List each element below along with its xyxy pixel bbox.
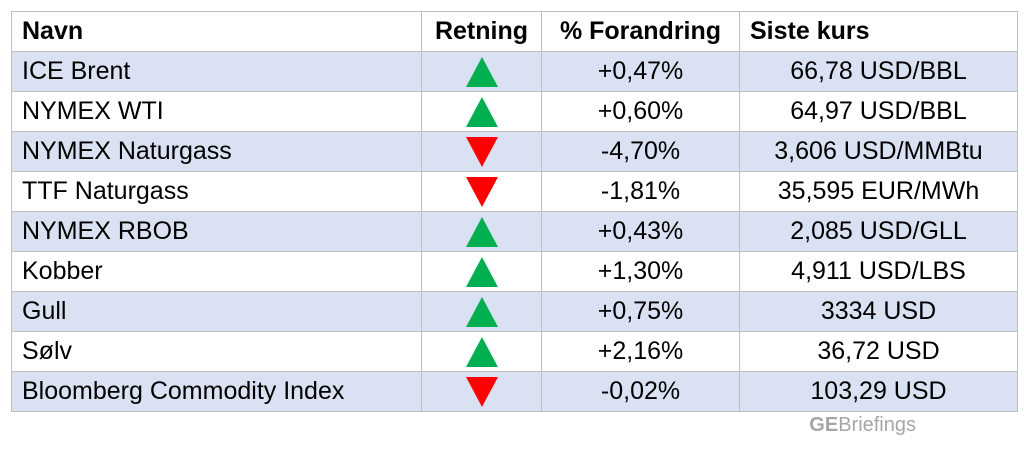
- arrow-up-icon: [465, 256, 498, 287]
- direction-cell: [421, 331, 542, 372]
- last-price: 66,78 USD/BBL: [739, 51, 1018, 92]
- percent-change: +0,43%: [541, 211, 740, 252]
- commodity-name: Kobber: [11, 251, 422, 292]
- commodity-name: Bloomberg Commodity Index: [11, 371, 422, 412]
- commodity-table: Navn Retning % Forandring Siste kurs ICE…: [11, 11, 1018, 412]
- header-change: % Forandring: [541, 11, 740, 52]
- header-last-price: Siste kurs: [739, 11, 1018, 52]
- last-price: 103,29 USD: [739, 371, 1018, 412]
- table-row: Bloomberg Commodity Index -0,02% 103,29 US…: [11, 371, 1018, 412]
- direction-cell: [421, 51, 542, 92]
- commodity-name: Gull: [11, 291, 422, 332]
- commodity-name: NYMEX RBOB: [11, 211, 422, 252]
- commodity-name: NYMEX WTI: [11, 91, 422, 132]
- last-price: 3334 USD: [739, 291, 1018, 332]
- table-header-row: Navn Retning % Forandring Siste kurs: [11, 11, 1018, 52]
- arrow-down-icon: [465, 136, 498, 167]
- direction-cell: [421, 131, 542, 172]
- arrow-up-icon: [465, 96, 498, 127]
- last-price: 35,595 EUR/MWh: [739, 171, 1018, 212]
- last-price: 3,606 USD/MMBtu: [739, 131, 1018, 172]
- direction-cell: [421, 91, 542, 132]
- last-price: 64,97 USD/BBL: [739, 91, 1018, 132]
- table-row: Gull +0,75% 3334 USD: [11, 291, 1018, 332]
- direction-cell: [421, 291, 542, 332]
- arrow-down-icon: [465, 176, 498, 207]
- percent-change: -1,81%: [541, 171, 740, 212]
- arrow-up-icon: [465, 216, 498, 247]
- table-row: TTF Naturgass -1,81% 35,595 EUR/MWh: [11, 171, 1018, 212]
- table-row: ICE Brent +0,47% 66,78 USD/BBL: [11, 51, 1018, 92]
- header-name: Navn: [11, 11, 422, 52]
- percent-change: +2,16%: [541, 331, 740, 372]
- commodity-name: ICE Brent: [11, 51, 422, 92]
- percent-change: +0,60%: [541, 91, 740, 132]
- arrow-down-icon: [465, 376, 498, 407]
- percent-change: +0,75%: [541, 291, 740, 332]
- table-row: Sølv +2,16% 36,72 USD: [11, 331, 1018, 372]
- direction-cell: [421, 251, 542, 292]
- commodity-name: Sølv: [11, 331, 422, 372]
- arrow-up-icon: [465, 56, 498, 87]
- percent-change: +1,30%: [541, 251, 740, 292]
- last-price: 36,72 USD: [739, 331, 1018, 372]
- direction-cell: [421, 371, 542, 412]
- commodity-name: NYMEX Naturgass: [11, 131, 422, 172]
- direction-cell: [421, 211, 542, 252]
- arrow-up-icon: [465, 296, 498, 327]
- last-price: 2,085 USD/GLL: [739, 211, 1018, 252]
- table-row: NYMEX Naturgass -4,70% 3,606 USD/MMBtu: [11, 131, 1018, 172]
- table-row: NYMEX WTI +0,60% 64,97 USD/BBL: [11, 91, 1018, 132]
- percent-change: +0,47%: [541, 51, 740, 92]
- direction-cell: [421, 171, 542, 212]
- table-row: Kobber +1,30% 4,911 USD/LBS: [11, 251, 1018, 292]
- header-direction: Retning: [421, 11, 542, 52]
- percent-change: -4,70%: [541, 131, 740, 172]
- last-price: 4,911 USD/LBS: [739, 251, 1018, 292]
- brand-logo: GEBriefings: [809, 414, 916, 436]
- percent-change: -0,02%: [541, 371, 740, 412]
- table-row: NYMEX RBOB +0,43% 2,085 USD/GLL: [11, 211, 1018, 252]
- commodity-name: TTF Naturgass: [11, 171, 422, 212]
- arrow-up-icon: [465, 336, 498, 367]
